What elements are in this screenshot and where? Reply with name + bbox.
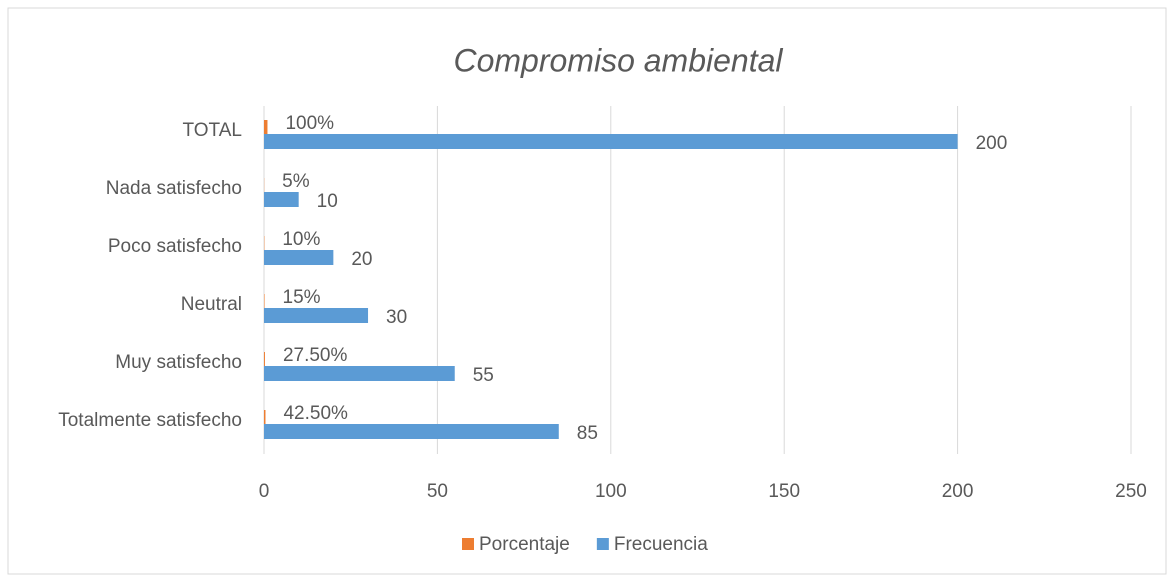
x-tick-label: 150 bbox=[768, 481, 800, 502]
bar bbox=[264, 134, 958, 149]
data-label: 5% bbox=[282, 171, 310, 192]
bar bbox=[264, 308, 368, 323]
bar bbox=[264, 192, 299, 207]
data-label: 42.50% bbox=[283, 403, 348, 424]
bar bbox=[264, 250, 333, 265]
data-label: 55 bbox=[473, 365, 494, 386]
data-label: 27.50% bbox=[283, 345, 348, 366]
bar bbox=[264, 120, 267, 135]
legend-swatch bbox=[462, 538, 474, 550]
y-tick-label: Muy satisfecho bbox=[115, 352, 242, 373]
bar bbox=[264, 424, 559, 439]
y-tick-label: Nada satisfecho bbox=[106, 178, 242, 199]
data-label: 10 bbox=[317, 191, 338, 212]
y-tick-label: Totalmente satisfecho bbox=[58, 410, 242, 431]
data-label: 15% bbox=[283, 287, 321, 308]
bar bbox=[264, 294, 265, 309]
x-tick-label: 100 bbox=[595, 481, 627, 502]
data-label: 85 bbox=[577, 423, 598, 444]
x-tick-label: 0 bbox=[259, 481, 270, 502]
y-tick-label: Poco satisfecho bbox=[108, 236, 242, 257]
y-tick-label: Neutral bbox=[181, 294, 242, 315]
chart-title: Compromiso ambiental bbox=[453, 42, 783, 78]
bar bbox=[264, 366, 455, 381]
y-tick-label: TOTAL bbox=[183, 120, 242, 141]
data-label: 100% bbox=[285, 113, 334, 134]
chart-border bbox=[8, 8, 1166, 574]
data-label: 20 bbox=[351, 249, 372, 270]
data-label: 10% bbox=[282, 229, 320, 250]
legend-label: Frecuencia bbox=[614, 534, 708, 555]
x-tick-label: 50 bbox=[427, 481, 448, 502]
bar bbox=[264, 410, 265, 425]
data-label: 200 bbox=[976, 133, 1008, 154]
x-tick-label: 250 bbox=[1115, 481, 1147, 502]
legend-label: Porcentaje bbox=[479, 534, 570, 555]
legend-swatch bbox=[597, 538, 609, 550]
data-label: 30 bbox=[386, 307, 407, 328]
bar bbox=[264, 352, 265, 367]
x-tick-label: 200 bbox=[942, 481, 974, 502]
